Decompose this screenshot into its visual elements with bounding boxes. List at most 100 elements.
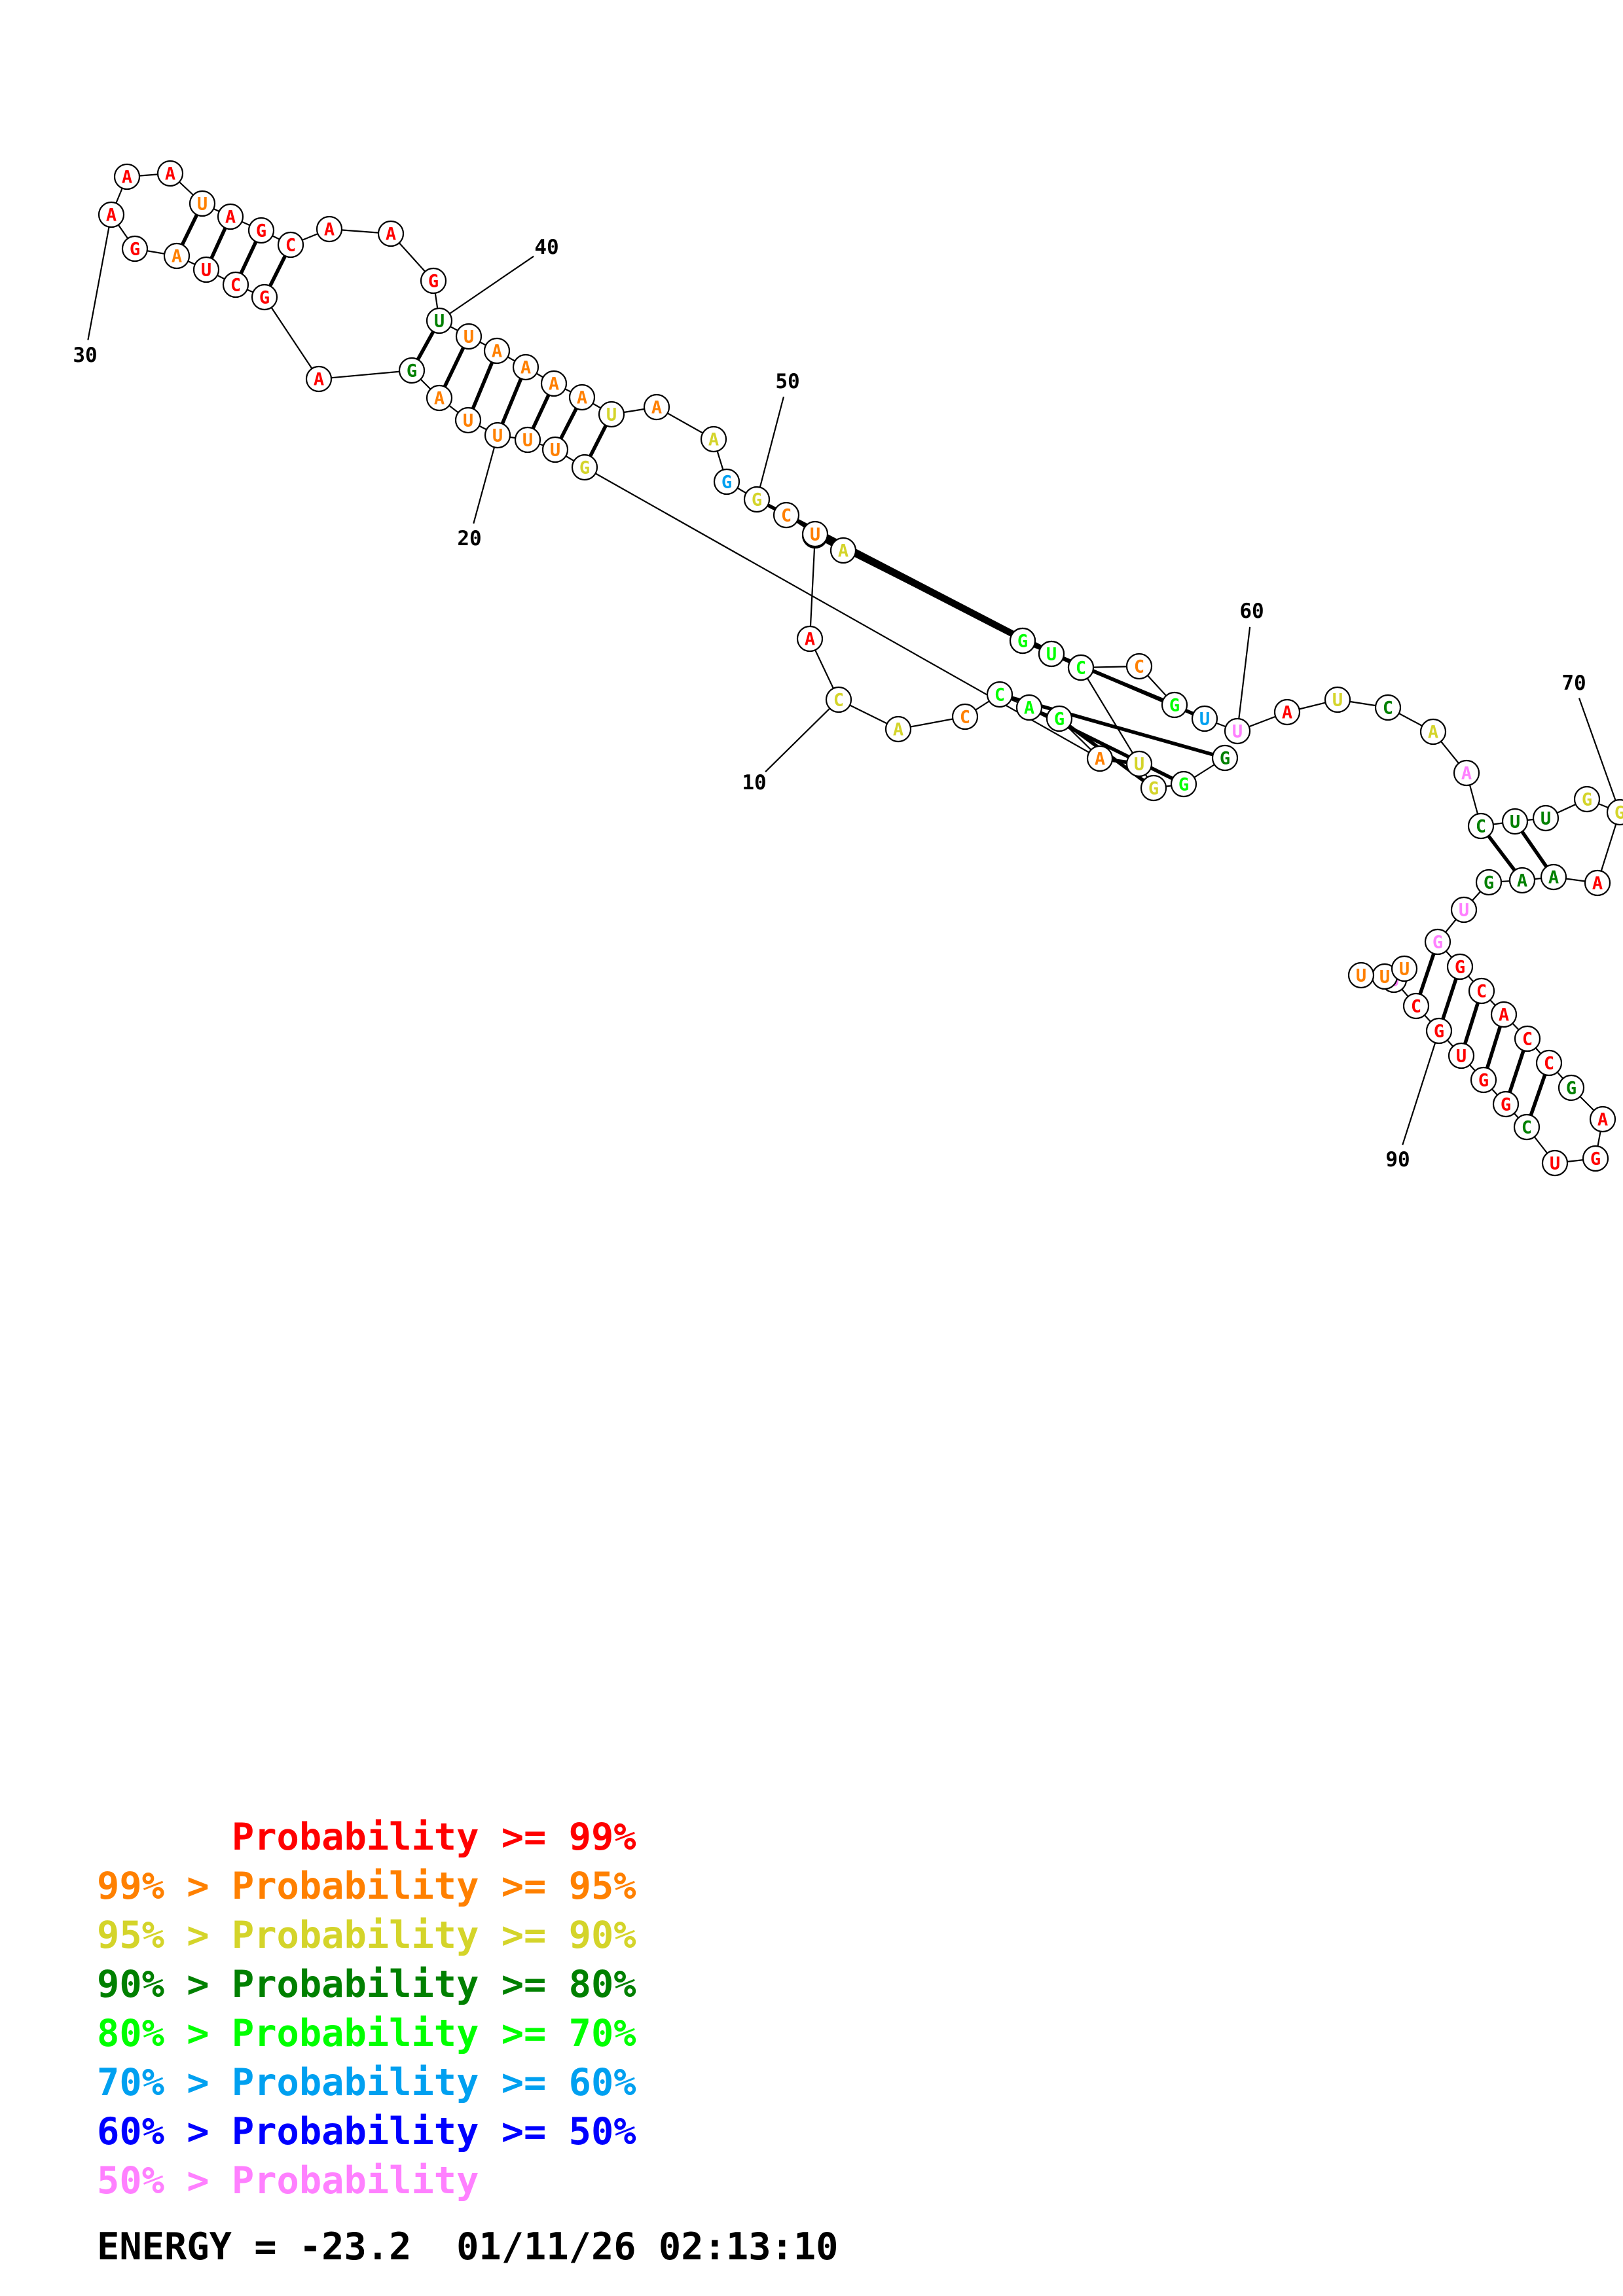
base-pair-bond xyxy=(825,539,833,547)
nucleotide-46: U xyxy=(598,401,625,428)
nucleotide-base: A xyxy=(122,168,132,188)
nucleotide-base: A xyxy=(1597,1110,1608,1130)
nucleotide-circle xyxy=(1446,953,1474,980)
nucleotide-34: A xyxy=(217,203,244,230)
nucleotide-51: C xyxy=(773,501,800,529)
nucleotide-base: A xyxy=(1548,868,1559,888)
nucleotide-65: A xyxy=(1453,759,1480,787)
nucleotide-circle xyxy=(1541,1149,1569,1177)
nucleotide-circle xyxy=(1573,785,1601,813)
nucleotide-16: A xyxy=(1086,745,1114,772)
nucleotide-27: U xyxy=(192,256,220,283)
nucleotide-base: A xyxy=(805,630,815,650)
nucleotide-base: U xyxy=(1399,960,1410,980)
nucleotide-base: U xyxy=(1459,901,1469,921)
nucleotide-circle xyxy=(1453,759,1480,787)
position-tick xyxy=(756,396,785,500)
legend-prefix: 99% > xyxy=(97,1865,232,1908)
nucleotide-base: C xyxy=(230,276,241,296)
nucleotide-circle xyxy=(1046,705,1073,732)
legend-label: Probability >= 99% xyxy=(231,1816,636,1859)
legend-label: Probability >= 95% xyxy=(231,1865,636,1908)
nucleotide-circle xyxy=(1273,698,1301,726)
nucleotide-circle xyxy=(113,163,141,190)
nucleotide-base: G xyxy=(1590,1149,1601,1170)
base-pair-bond xyxy=(500,378,523,425)
nucleotide-base: U xyxy=(197,194,208,215)
nucleotide-circle xyxy=(1492,1090,1520,1118)
nucleotide-21: U xyxy=(454,406,482,434)
nucleotide-71: A xyxy=(1584,869,1611,897)
legend-label: Probability >= 90% xyxy=(231,1914,636,1957)
nucleotide-base: G xyxy=(1484,873,1494,893)
nucleotide-base: A xyxy=(1499,1005,1509,1026)
nucleotide-15: G xyxy=(1046,705,1073,732)
nucleotide-base: G xyxy=(1178,775,1189,795)
position-tick xyxy=(473,435,499,524)
base-pair-layer xyxy=(180,213,1548,1116)
nucleotide-61: A xyxy=(1273,698,1301,726)
nucleotide-85: U xyxy=(1541,1149,1569,1177)
nucleotide-circle xyxy=(743,486,771,513)
nucleotide-22: A xyxy=(426,384,453,412)
nucleotide-circle xyxy=(951,703,979,730)
nucleotide-base: A xyxy=(708,430,719,450)
nucleotide-base: A xyxy=(1461,764,1472,784)
nucleotide-33: U xyxy=(189,190,216,217)
nucleotide-base: U xyxy=(606,405,617,425)
nucleotide-layer: GGGUGGUUACACCAGAGUUUUAGAGCUAGAAAUAGCAAGU… xyxy=(98,160,1623,1177)
nucleotide-base: A xyxy=(1095,749,1105,770)
nucleotide-circle xyxy=(1125,653,1153,680)
nucleotide-base: C xyxy=(781,506,792,526)
nucleotide-24: A xyxy=(305,365,333,393)
nucleotide-circle xyxy=(1015,694,1043,721)
nucleotide-base: A xyxy=(577,388,587,408)
nucleotide-base: A xyxy=(1428,723,1438,743)
nucleotide-circle xyxy=(121,235,149,262)
nucleotide-base: A xyxy=(651,398,662,418)
nucleotide-63: C xyxy=(1374,694,1402,721)
nucleotide-60: U xyxy=(1224,717,1251,745)
nucleotide-base: U xyxy=(1510,812,1520,833)
nucleotide-circle xyxy=(1540,863,1567,891)
nucleotide-base: G xyxy=(130,240,140,260)
nucleotide-68: U xyxy=(1532,804,1559,832)
probability-legend: Probability >= 99% 99% > Probability >= 9… xyxy=(97,1813,636,2206)
nucleotide-23: G xyxy=(398,357,426,384)
nucleotide-59: U xyxy=(1191,705,1218,732)
nucleotide-base: G xyxy=(1582,790,1592,810)
nucleotide-circle xyxy=(514,426,541,454)
position-label-70: 70 xyxy=(1561,672,1586,695)
nucleotide-circle xyxy=(1467,812,1495,840)
nucleotide-80: C xyxy=(1514,1025,1541,1052)
nucleotide-14: A xyxy=(1015,694,1043,721)
nucleotide-base: A xyxy=(1282,703,1292,723)
base-pair-bond xyxy=(1508,1050,1525,1093)
nucleotide-72: A xyxy=(1540,863,1567,891)
position-label-90: 90 xyxy=(1385,1148,1410,1172)
legend-row: 80% > Probability >= 70% xyxy=(97,2009,636,2058)
nucleotide-circle xyxy=(1589,1105,1616,1133)
nucleotide-9: A xyxy=(796,625,824,653)
nucleotide-56: C xyxy=(1067,654,1095,681)
nucleotide-base: A xyxy=(492,342,502,362)
nucleotide-circle xyxy=(598,401,625,428)
legend-prefix xyxy=(97,1816,232,1859)
nucleotide-30: A xyxy=(98,201,125,228)
nucleotide-25: G xyxy=(251,283,278,311)
nucleotide-circle xyxy=(1424,928,1451,956)
nucleotide-82: G xyxy=(1558,1074,1585,1102)
nucleotide-40: U xyxy=(426,307,453,334)
legend-row: 60% > Probability >= 50% xyxy=(97,2108,636,2157)
nucleotide-circle xyxy=(217,203,244,230)
nucleotide-58: G xyxy=(1161,691,1188,719)
nucleotide-circle xyxy=(1191,705,1218,732)
nucleotide-base: A xyxy=(225,207,236,228)
nucleotide-circle xyxy=(1170,770,1197,798)
footer: ENERGY = -23.2 01/11/26 02:13:10 xyxy=(97,2225,838,2269)
nucleotide-77: G xyxy=(1446,953,1474,980)
nucleotide-39: G xyxy=(420,267,447,295)
nucleotide-circle xyxy=(222,271,249,298)
nucleotide-88: G xyxy=(1470,1066,1497,1094)
